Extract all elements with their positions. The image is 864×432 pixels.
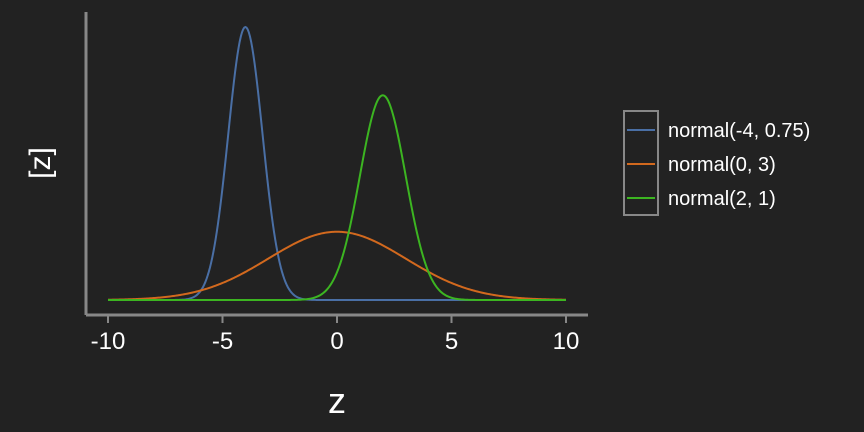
series-line-1 (108, 25, 566, 301)
x-tick-group: -10 -5 0 5 10 (91, 315, 580, 355)
y-axis-label: [z] (24, 147, 57, 179)
legend-items: normal(-4, 0.75) normal(0, 3) normal(2, 1) (627, 120, 810, 210)
legend-box (623, 110, 659, 216)
x-tick-label: 0 (330, 328, 343, 355)
legend-label-1: normal(-4, 0.75) (668, 120, 810, 142)
legend-label-3: normal(2, 1) (668, 188, 776, 210)
x-tick-label: 10 (553, 328, 580, 355)
axes (84, 12, 588, 317)
x-axis-label: z (328, 380, 346, 421)
series-line-3 (108, 94, 566, 301)
series-line-2 (107, 230, 567, 301)
legend: normal(-4, 0.75) normal(0, 3) normal(2, 1) (623, 110, 810, 216)
series-group (107, 25, 567, 301)
legend-label-2: normal(0, 3) (668, 154, 776, 176)
x-tick-label: 5 (445, 328, 458, 355)
x-tick-label: -10 (91, 328, 126, 355)
x-tick-label: -5 (212, 328, 233, 355)
